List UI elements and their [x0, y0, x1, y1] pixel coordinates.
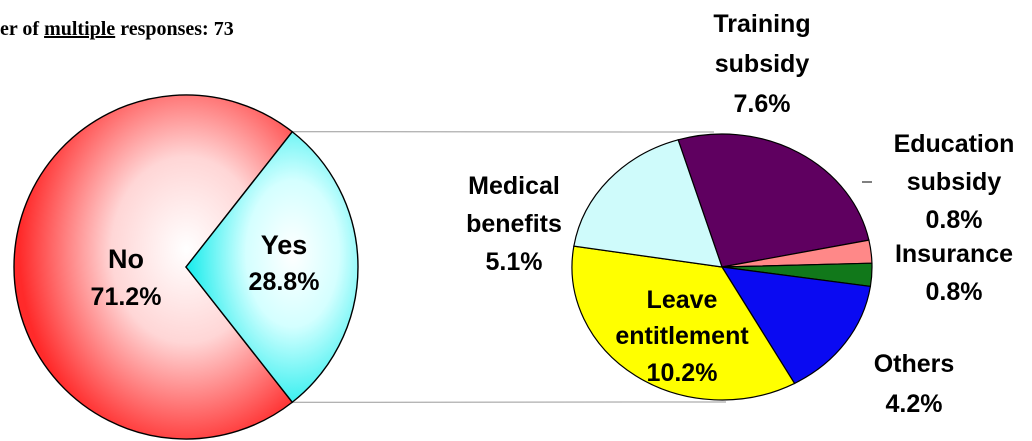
slice-label-education-subsidy-line-2: subsidy — [907, 168, 1002, 196]
slice-label-yes: Yes — [261, 230, 308, 260]
slice-value-leave-entitlement: 10.2% — [647, 359, 718, 387]
slice-label-training-subsidy-line-1: Training — [713, 10, 810, 38]
slice-label-training-subsidy-line-2: subsidy — [715, 50, 810, 78]
slice-no — [13, 94, 294, 440]
slice-leave-entitlement — [571, 245, 796, 401]
header-suffix: responses: 73 — [115, 18, 234, 40]
slice-label-medical-benefits-line-1: Medical — [468, 172, 560, 200]
response-count-header: er of multiple responses: 73 — [0, 18, 234, 41]
breakdown-pie — [571, 133, 873, 401]
header-prefix: er of — [0, 18, 45, 40]
slice-others — [720, 266, 872, 385]
slice-medical-benefits — [573, 139, 723, 268]
slice-value-no: 71.2% — [91, 283, 162, 311]
slice-label-leave-entitlement-line-2: entitlement — [615, 322, 749, 350]
slice-value-education-subsidy: 0.8% — [926, 206, 983, 234]
main-pie-labels: No 71.2% Yes 28.8% — [91, 230, 320, 311]
slice-value-medical-benefits: 5.1% — [486, 248, 543, 276]
slice-value-insurance: 0.8% — [926, 278, 983, 306]
slice-value-others: 4.2% — [886, 390, 943, 418]
slice-label-no: No — [108, 244, 144, 274]
slice-label-insurance-line-1: Insurance — [895, 240, 1013, 268]
slice-yes — [185, 130, 359, 404]
breakdown-pie-labels: Training subsidy 7.6% Education subsidy 0.8% I… — [466, 10, 1014, 418]
slice-label-others-line-1: Others — [874, 350, 955, 378]
connector-lines — [292, 131, 727, 403]
header-underlined-word: multiple — [44, 18, 116, 40]
slice-label-education-subsidy-line-1: Education — [894, 130, 1015, 158]
slice-value-training-subsidy: 7.6% — [734, 90, 791, 118]
slice-label-medical-benefits-line-2: benefits — [466, 210, 562, 238]
slice-label-leave-entitlement-line-1: Leave — [647, 286, 718, 314]
slice-value-yes: 28.8% — [249, 268, 320, 296]
slice-training-subsidy — [677, 133, 870, 268]
main-pie — [13, 94, 359, 440]
